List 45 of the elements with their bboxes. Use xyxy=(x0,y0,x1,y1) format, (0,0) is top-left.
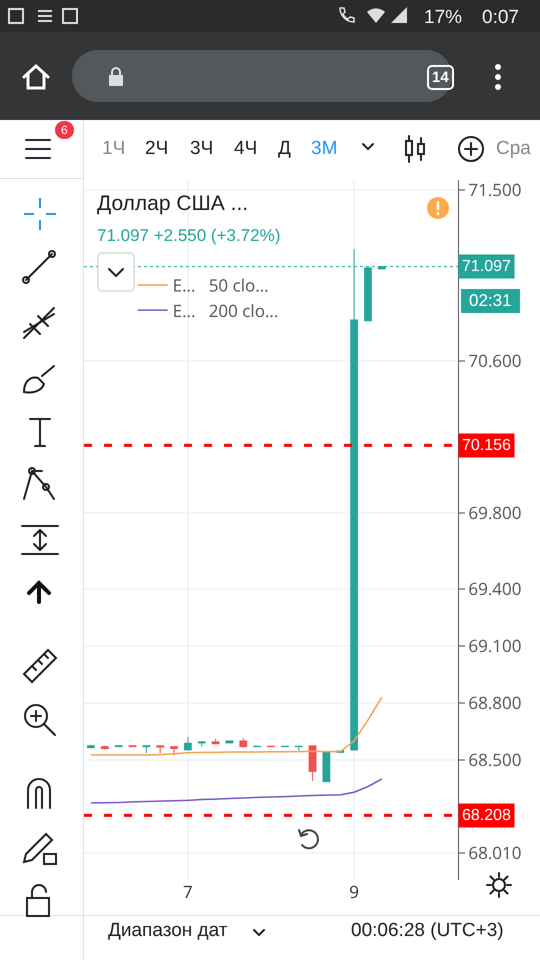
line-series xyxy=(90,778,383,804)
x-tick-label: 7 xyxy=(183,880,193,903)
candlestick xyxy=(156,745,164,754)
ref-line-label: 71.097 xyxy=(462,258,512,275)
text: 71.097 +2.550 (+3.72%) xyxy=(97,226,280,246)
candlestick xyxy=(308,745,316,782)
candlestick xyxy=(226,740,234,744)
line-series xyxy=(90,696,383,756)
text: 1Ч xyxy=(102,138,126,160)
y-tick-label: 68.500 xyxy=(468,748,522,771)
y-tick-label: 69.400 xyxy=(468,576,522,600)
text: 6 xyxy=(55,121,74,139)
y-tick-label: 70.600 xyxy=(468,348,522,372)
y-tick-label: 71.500 xyxy=(468,178,522,202)
text: 4Ч xyxy=(234,138,258,160)
candlestick xyxy=(184,736,192,751)
y-tick-label: 68.010 xyxy=(468,840,522,864)
text: 3М xyxy=(311,138,338,160)
text: 02:31 xyxy=(461,289,520,313)
text: 3Ч xyxy=(190,138,214,160)
text: Сра xyxy=(496,138,531,160)
text: Диапазон дат xyxy=(108,920,228,942)
y-tick-label: 69.100 xyxy=(468,634,522,657)
y-tick-label: 68.800 xyxy=(468,690,522,714)
candlestick xyxy=(100,745,109,750)
candlestick xyxy=(87,744,95,750)
ref-line-label: 70.156 xyxy=(462,437,512,454)
text: 17% xyxy=(424,7,462,29)
y-tick-label: 69.800 xyxy=(468,500,522,524)
candlestick xyxy=(239,738,248,748)
candlestick xyxy=(322,752,330,782)
text: 14 xyxy=(427,65,454,90)
candlestick xyxy=(170,746,178,756)
text: Д xyxy=(278,138,291,160)
legend-label: E... 200 clo... xyxy=(172,298,278,322)
text: 2Ч xyxy=(145,138,168,160)
x-tick-label: 9 xyxy=(349,880,359,903)
text: 0:07 xyxy=(482,7,519,29)
ref-line-label: 68.208 xyxy=(462,807,512,824)
legend-label: E... 50 clo... xyxy=(172,274,269,297)
text: 00:06:28 (UTC+3) xyxy=(351,920,504,942)
candlestick xyxy=(198,741,206,748)
text: Доллар США ... xyxy=(97,192,248,216)
candlestick xyxy=(142,745,150,754)
candlestick xyxy=(212,738,220,744)
